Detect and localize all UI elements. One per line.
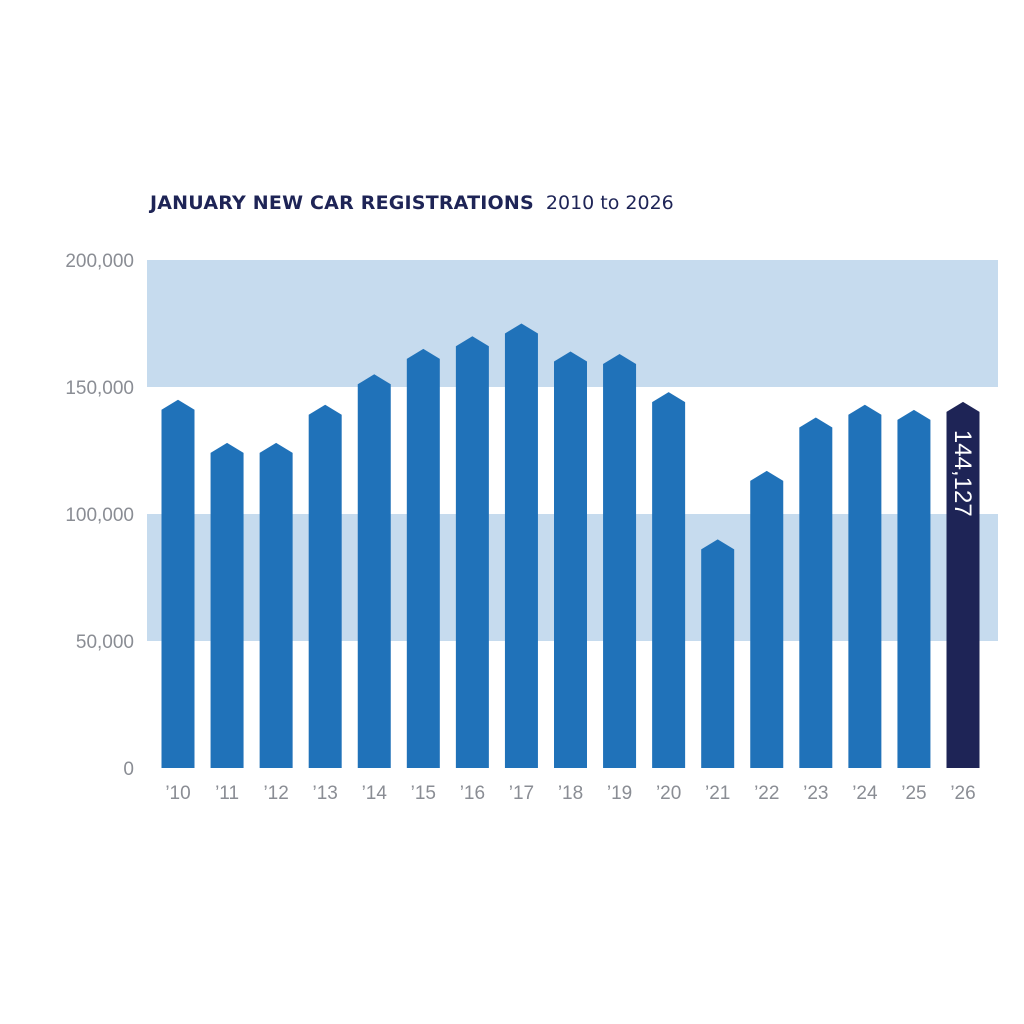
chart-subtitle: 2010 to 2026 [546,192,674,214]
bar [848,404,882,768]
bar [504,323,538,768]
bar [652,392,686,768]
y-tick-label: 150,000 [65,378,134,399]
bar [455,336,489,768]
bar [603,353,637,768]
bar-highlight [946,401,980,768]
bar [406,348,440,768]
x-tick-label: ’17 [509,783,534,804]
bar [210,442,244,768]
x-tick-label: ’26 [950,783,975,804]
x-tick-label: ’16 [460,783,485,804]
x-tick-label: ’10 [165,783,190,804]
y-tick-label: 200,000 [65,251,134,272]
bar [554,351,587,768]
x-tick-label: ’20 [656,783,681,804]
x-tick-label: ’23 [803,783,828,804]
bar [259,442,293,768]
x-tick-label: ’18 [558,783,583,804]
x-tick-label: ’21 [705,783,730,804]
bar-layer: 144,127 [161,323,980,768]
x-tick-label: ’12 [263,783,288,804]
y-tick-label: 0 [123,759,134,780]
y-tick-label: 50,000 [76,632,134,653]
bar [897,409,931,768]
chart-title: JANUARY NEW CAR REGISTRATIONS [148,192,534,214]
bar [701,539,735,768]
x-tick-label: ’25 [901,783,926,804]
chart-title-line: JANUARY NEW CAR REGISTRATIONS 2010 to 20… [148,192,674,214]
bar [750,470,784,768]
x-tick-label: ’14 [362,783,388,804]
bar [161,399,195,768]
x-axis: ’10 ’11 ’12 ’13 ’14 ’15 ’16 ’17 ’18 ’19 ’20 ’21 ’22 ’… [165,783,975,804]
x-tick-label: ’19 [607,783,632,804]
y-tick-label: 100,000 [65,505,134,526]
x-tick-label: ’22 [754,783,779,804]
y-axis: 0 50,000 100,000 150,000 200,000 [65,251,134,780]
bar [308,404,342,768]
x-tick-label: ’11 [215,783,239,804]
bar [357,374,391,768]
x-tick-label: ’13 [313,783,338,804]
highlight-value-label: 144,127 [949,430,976,517]
bar [799,417,833,768]
x-tick-label: ’24 [852,783,878,804]
x-tick-label: ’15 [411,783,436,804]
